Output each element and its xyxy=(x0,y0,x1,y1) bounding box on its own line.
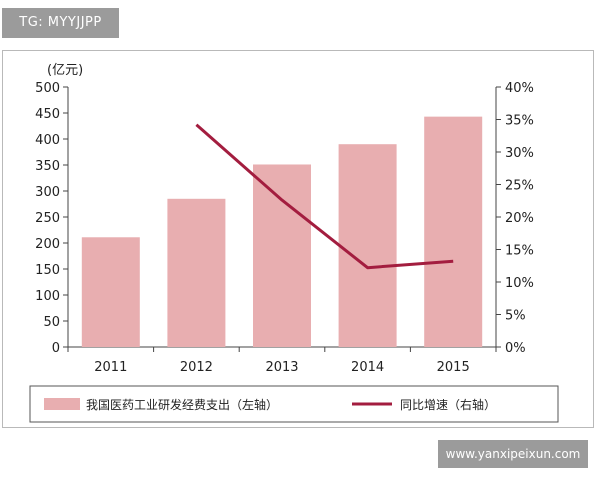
left-tick-label: 100 xyxy=(35,289,60,304)
growth-line xyxy=(195,123,454,270)
bar-2012 xyxy=(167,198,226,347)
left-tick-label: 50 xyxy=(43,315,60,330)
legend-bar-label: 我国医药工业研发经费支出（左轴） xyxy=(86,397,278,412)
site-watermark: www.yanxipeixun.com xyxy=(438,440,588,468)
left-tick-label: 500 xyxy=(35,81,60,96)
right-tick-label: 20% xyxy=(505,211,534,226)
legend-line-label: 同比增速（右轴） xyxy=(400,397,496,412)
legend-bar-swatch xyxy=(44,398,80,410)
left-tick-label: 250 xyxy=(35,211,60,226)
legend: 我国医药工业研发经费支出（左轴） 同比增速（右轴） xyxy=(29,385,559,423)
tag-watermark: TG: MYYJJPP xyxy=(2,8,119,38)
right-tick-label: 35% xyxy=(505,114,534,129)
bars xyxy=(81,116,483,347)
x-tick-label: 2015 xyxy=(437,360,470,375)
left-tick-label: 400 xyxy=(35,133,60,148)
left-tick-label: 150 xyxy=(35,263,60,278)
right-tick-label: 30% xyxy=(505,146,534,161)
right-tick-label: 25% xyxy=(505,179,534,194)
axes: 0 50 100 150 200 250 300 350 400 450 500 0% 5% 10% 15%… xyxy=(35,81,534,375)
chart-frame xyxy=(2,50,594,428)
growth-line-path xyxy=(195,123,454,270)
left-tick-label: 350 xyxy=(35,159,60,174)
left-tick-label: 450 xyxy=(35,107,60,122)
x-tick-label: 2014 xyxy=(351,360,384,375)
left-tick-label: 200 xyxy=(35,237,60,252)
left-tick-label: 0 xyxy=(52,341,60,356)
bar-2013 xyxy=(253,164,311,347)
x-tick-label: 2012 xyxy=(180,360,213,375)
right-tick-label: 5% xyxy=(505,309,526,324)
right-tick-label: 0% xyxy=(505,341,526,356)
right-tick-label: 40% xyxy=(505,81,534,96)
left-axis-unit-label: (亿元) xyxy=(47,63,83,78)
left-tick-label: 300 xyxy=(35,185,60,200)
x-tick-label: 2011 xyxy=(94,360,127,375)
right-tick-label: 10% xyxy=(505,276,534,291)
legend-box xyxy=(29,385,559,423)
bar-2011 xyxy=(81,237,140,347)
bar-2015 xyxy=(424,116,483,347)
bar-2014 xyxy=(338,144,397,347)
right-tick-label: 15% xyxy=(505,244,534,259)
x-tick-label: 2013 xyxy=(265,360,298,375)
